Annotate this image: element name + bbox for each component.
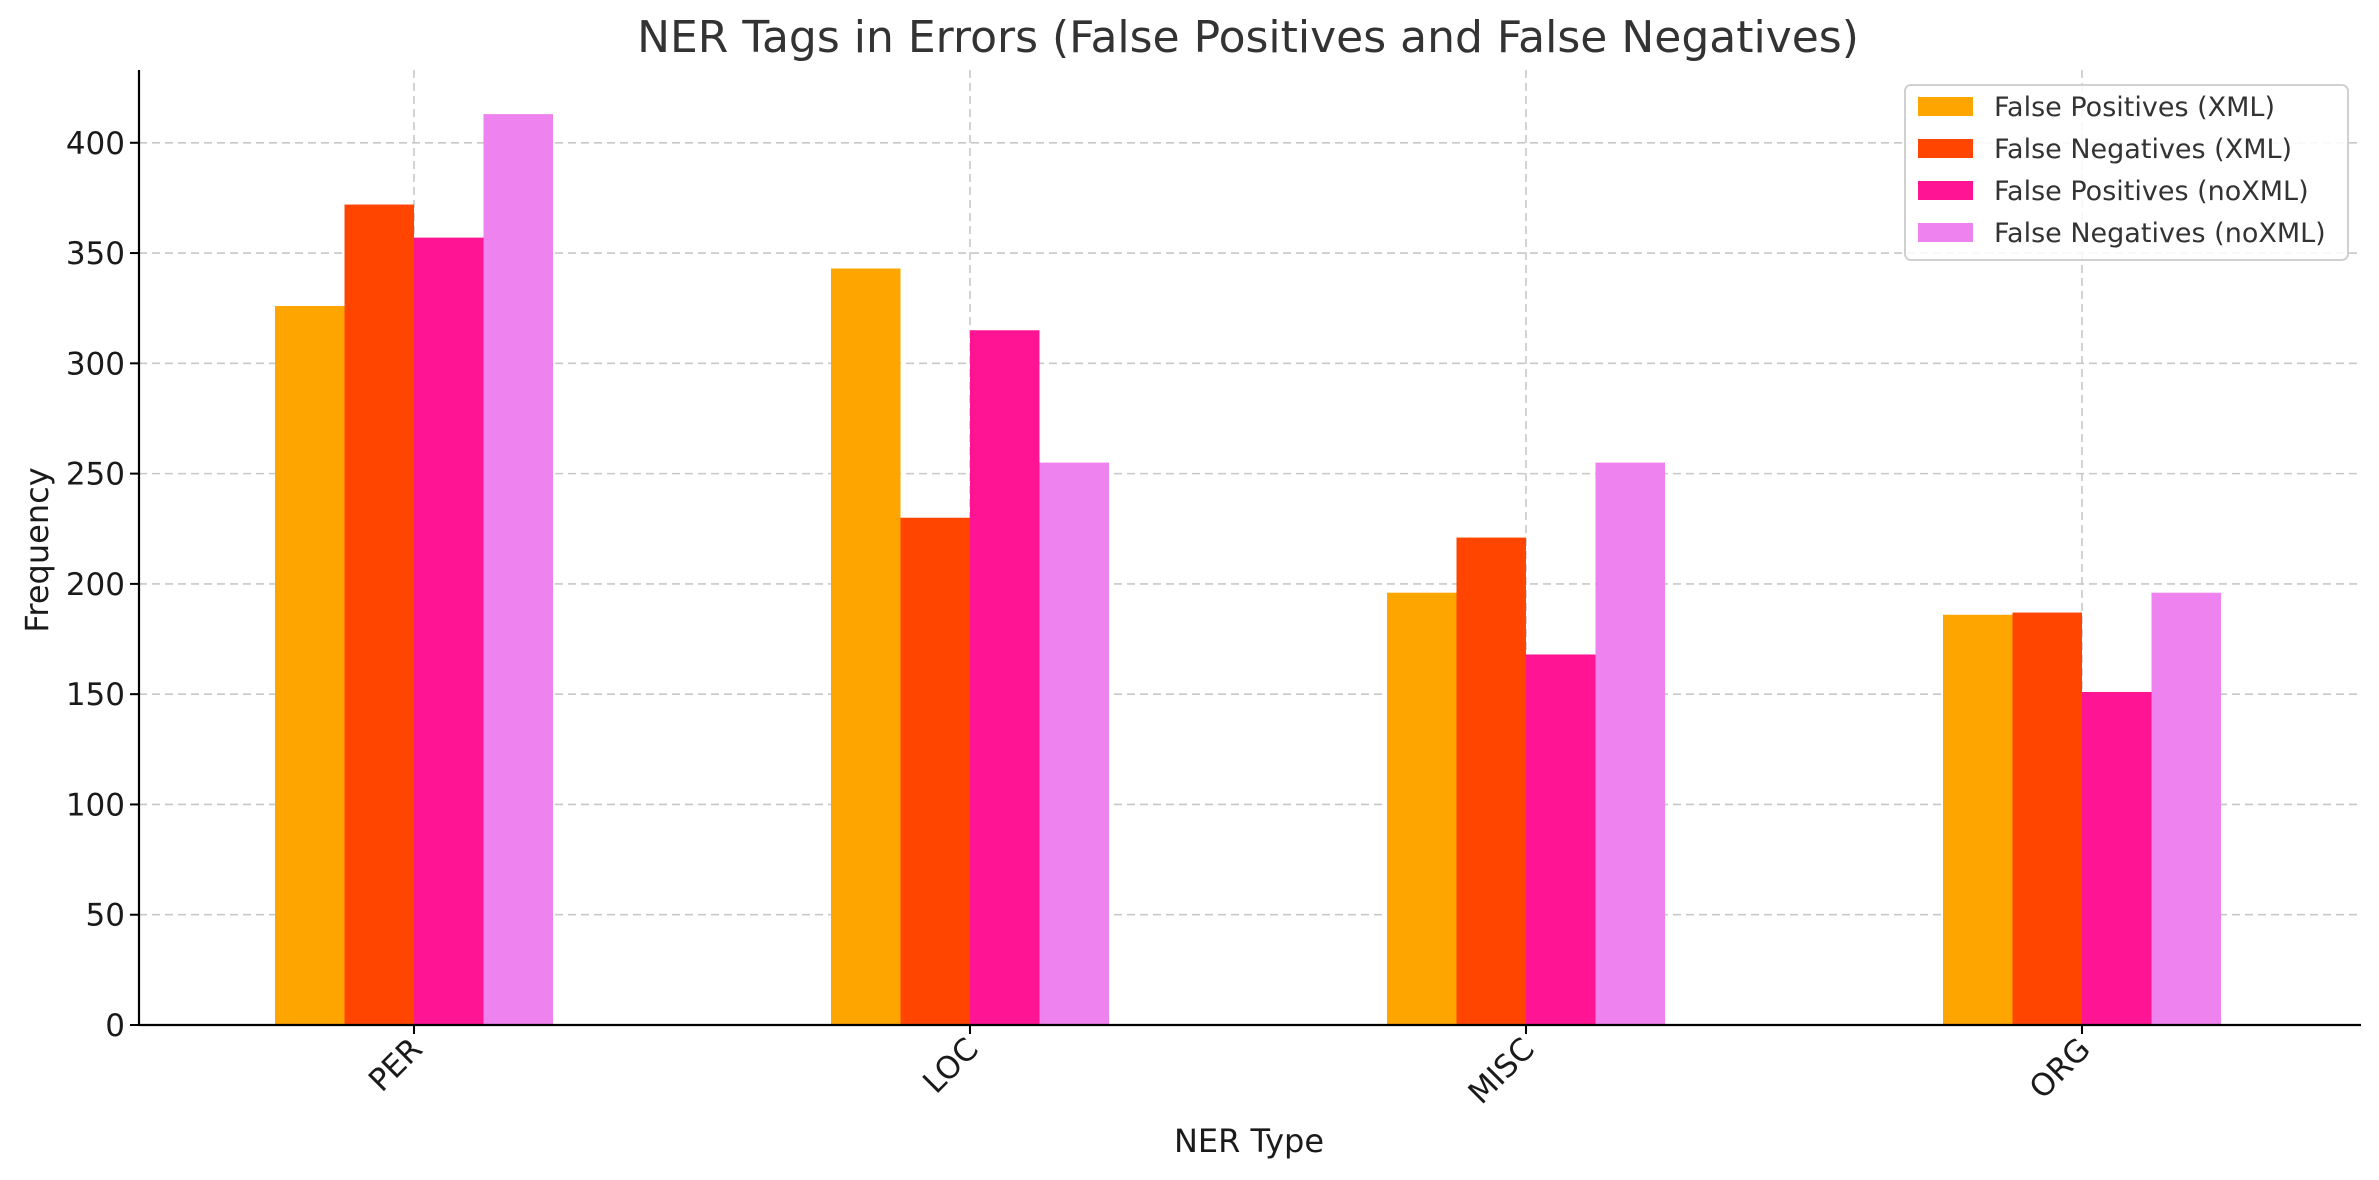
y-tick-label: 300 [66,346,125,382]
x-tick-label: LOC [916,1031,985,1100]
bar [1943,614,2013,1025]
legend-label: False Positives (XML) [1994,92,2275,123]
bar [344,204,414,1026]
legend-label: False Negatives (noXML) [1994,218,2326,249]
bar [414,237,484,1026]
x-tick-label: MISC [1462,1031,1542,1111]
bar [831,268,901,1025]
y-tick-label: 0 [105,1008,125,1044]
bar [2151,592,2221,1025]
legend-frame [1904,84,2349,261]
legend: False Positives (XML) False Negatives (XM… [1904,84,2349,261]
bar [2082,691,2152,1025]
bar [1526,654,1596,1025]
y-tick-label: 350 [66,236,125,272]
legend-swatch [1918,139,1973,158]
legend-label: False Negatives (XML) [1994,134,2292,165]
axes [137,70,2361,1027]
chart-title: NER Tags in Errors (False Positives and … [637,12,1859,63]
bar [1039,462,1109,1025]
bar [900,517,970,1025]
y-tick-label: 400 [66,126,125,162]
y-tick-label: 50 [86,898,125,934]
legend-label: False Positives (noXML) [1994,176,2309,207]
y-tick-label: 100 [66,787,125,823]
y-axis-label: Frequency [18,467,56,632]
legend-swatch [1918,223,1973,242]
y-tick-label: 150 [66,677,125,713]
y-tick-label: 250 [66,457,125,493]
bar [2012,612,2082,1025]
bar [1595,462,1665,1025]
y-ticks: 0 50 100 150 200 250 300 350 400 [66,126,139,1044]
y-tick-label: 200 [66,567,125,603]
bar [275,305,345,1026]
x-tick-label: PER [362,1031,430,1099]
bar [970,330,1040,1025]
bar [483,114,553,1026]
legend-swatch [1918,181,1973,200]
bar [1387,592,1457,1025]
legend-swatch [1918,97,1973,116]
x-ticks: PER LOC MISC ORG [362,1025,2098,1111]
x-axis-label: NER Type [1174,1122,1324,1160]
bars [275,114,2221,1026]
x-tick-label: ORG [2023,1031,2098,1106]
bar [1456,537,1526,1025]
